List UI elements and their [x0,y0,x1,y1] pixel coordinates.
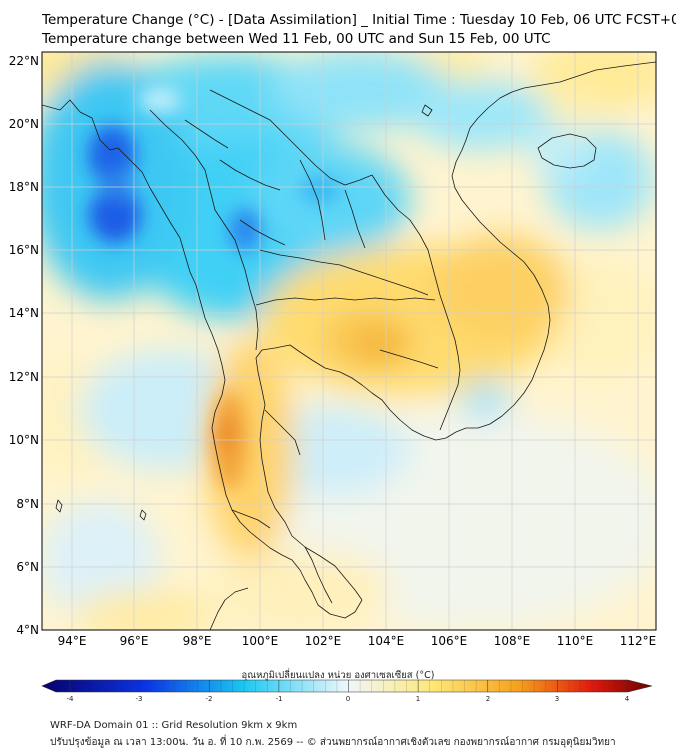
lon-label-100E: 100°E [242,634,279,648]
colorbar-tick-neg1: -1 [276,695,283,703]
colorbar-tick-3: 3 [555,695,559,703]
temperature-field [42,52,656,630]
coastlines-and-borders [42,61,656,630]
colorbar-tick-1: 1 [416,695,420,703]
lat-label-14N: 14°N [9,306,39,320]
lon-label-94E: 94°E [58,634,87,648]
lat-label-6N: 6°N [16,560,39,574]
lat-label-20N: 20°N [9,117,39,131]
chart-title-line-2: Temperature change between Wed 11 Feb, 0… [42,31,551,47]
colorbar: -4 -3 -2 -1 0 1 2 3 4 [41,679,653,703]
lon-label-102E: 102°E [305,634,342,648]
colorbar-tick-4: 4 [625,695,630,703]
lon-label-110E: 110°E [557,634,594,648]
lon-label-112E: 112°E [620,634,657,648]
footer-update-credit: ปรับปรุงข้อมูล ณ เวลา 13:00น. วัน อ. ที่… [50,737,616,748]
map-border [41,51,657,631]
lat-label-8N: 8°N [16,497,39,511]
lon-label-96E: 96°E [120,634,149,648]
colorbar-tick-0: 0 [346,695,350,703]
lat-label-18N: 18°N [9,180,39,194]
lat-label-12N: 12°N [9,370,39,384]
colorbar-tick-neg4: -4 [67,695,75,703]
colorbar-tick-2: 2 [486,695,490,703]
colorbar-title: อุณหภูมิเปลี่ยนแปลง หน่วย องศาเซลเซียส (… [241,670,435,681]
chart-title-line-1: Temperature Change (°C) - [Data Assimila… [42,12,676,28]
colorbar-ticks [69,680,628,692]
lat-label-16N: 16°N [9,243,39,257]
lon-label-98E: 98°E [183,634,212,648]
lat-label-4N: 4°N [16,623,39,637]
footer-model-info: WRF-DA Domain 01 :: Grid Resolution 9km … [50,720,298,731]
lat-label-22N: 22°N [9,54,39,68]
colorbar-gradient [41,679,653,693]
graticule [42,52,656,630]
colorbar-tick-neg3: -3 [136,695,143,703]
lon-label-108E: 108°E [494,634,531,648]
lon-label-106E: 106°E [431,634,468,648]
colorbar-tick-neg2: -2 [206,695,213,703]
lon-label-104E: 104°E [368,634,405,648]
lat-label-10N: 10°N [9,433,39,447]
